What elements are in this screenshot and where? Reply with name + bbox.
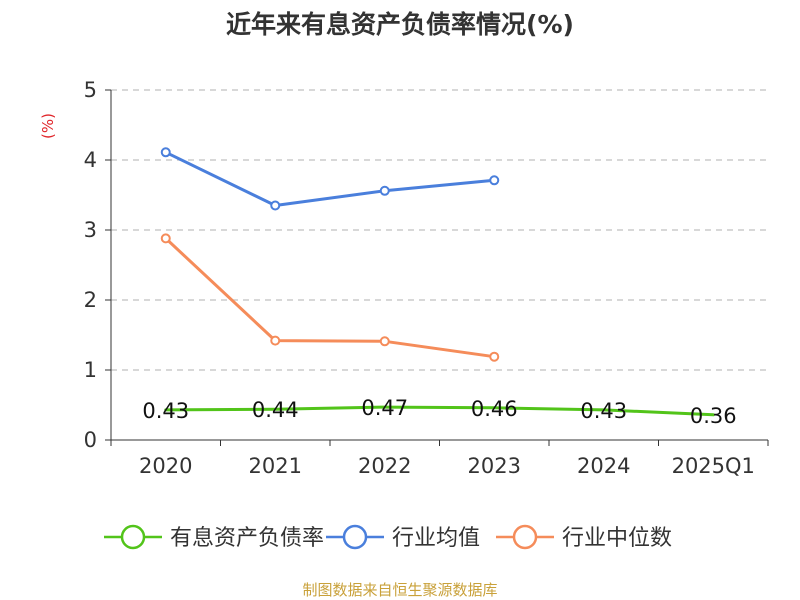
y-axis-unit-label: (%) <box>39 113 57 139</box>
chart-title: 近年来有息资产负债率情况(%) <box>226 10 574 39</box>
data-label: 0.46 <box>471 397 518 421</box>
legend-label: 行业均值 <box>392 526 480 551</box>
y-tick-label: 4 <box>84 148 97 172</box>
data-label: 0.43 <box>580 399 627 423</box>
legend-marker <box>120 524 146 550</box>
y-tick-label: 0 <box>84 428 97 452</box>
grid-lines <box>111 89 768 371</box>
legend-marker <box>512 524 538 550</box>
x-tick-label: 2025Q1 <box>672 454 755 478</box>
y-tick-label: 5 <box>84 78 97 102</box>
axes: 0 1 2 3 4 5 2020 2021 2022 2023 2024 2025Q1 <box>84 78 769 478</box>
series-point <box>160 233 171 244</box>
legend: 有息资产负债率 行业均值 行业中位数 <box>104 524 672 551</box>
legend-label: 有息资产负债率 <box>170 526 324 551</box>
series-line-1 <box>164 150 496 207</box>
y-tick-label: 2 <box>84 288 97 312</box>
series-line-0 <box>164 405 715 417</box>
legend-marker <box>342 524 368 550</box>
series-point <box>270 335 281 346</box>
data-label: 0.44 <box>252 398 299 422</box>
data-label: 0.43 <box>142 399 189 423</box>
source-note: 制图数据来自恒生聚源数据库 <box>302 581 497 599</box>
series-point <box>160 147 171 158</box>
x-tick-label: 2021 <box>249 454 302 478</box>
x-tick-label: 2023 <box>468 454 521 478</box>
series-point <box>489 175 500 186</box>
x-tick-label: 2024 <box>577 454 630 478</box>
series-point <box>379 336 390 347</box>
series-point <box>270 200 281 211</box>
data-label: 0.47 <box>361 396 408 420</box>
legend-label: 行业中位数 <box>562 526 672 551</box>
y-tick-label: 3 <box>84 218 97 242</box>
data-label: 0.36 <box>690 404 737 428</box>
y-tick-label: 1 <box>84 358 97 382</box>
x-tick-label: 2020 <box>139 454 192 478</box>
series-layer <box>160 147 715 417</box>
series-line-2 <box>164 236 496 359</box>
data-labels: 0.43 0.44 0.47 0.46 0.43 0.36 <box>142 396 736 428</box>
x-tick-label: 2022 <box>358 454 411 478</box>
series-point <box>379 185 390 196</box>
series-point <box>489 351 500 362</box>
